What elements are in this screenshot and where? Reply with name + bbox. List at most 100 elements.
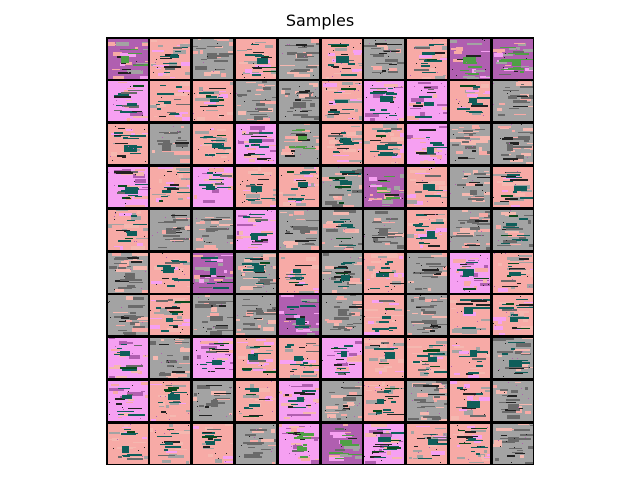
texture-patch — [301, 383, 313, 387]
streak — [177, 46, 189, 48]
texture-patch — [442, 52, 448, 57]
streak — [430, 330, 436, 333]
texture-patch — [347, 193, 351, 196]
streak — [173, 400, 181, 402]
texture-patch — [197, 117, 206, 122]
speckle — [476, 321, 478, 323]
streak — [516, 234, 530, 236]
texture-patch — [110, 349, 120, 352]
streak — [205, 154, 216, 157]
streak — [245, 393, 256, 395]
speckle — [425, 363, 427, 365]
texture-patch — [451, 144, 459, 147]
streak — [329, 109, 337, 112]
texture-patch — [413, 457, 421, 459]
streak — [417, 401, 435, 403]
texture-patch — [194, 392, 198, 396]
texture-patch — [411, 430, 415, 434]
streak — [519, 70, 524, 73]
streak — [295, 129, 305, 132]
streak — [216, 153, 230, 155]
speckle — [455, 74, 457, 76]
texture-patch — [141, 289, 148, 293]
streak — [430, 305, 438, 307]
streak — [430, 59, 443, 62]
streak — [201, 256, 219, 259]
texture-patch — [415, 172, 431, 174]
speckle — [331, 75, 333, 77]
texture-patch — [407, 310, 411, 312]
speckle — [219, 94, 221, 96]
speckle — [173, 366, 175, 368]
texture-patch — [125, 401, 133, 403]
streak — [259, 66, 276, 68]
texture-patch — [480, 454, 484, 459]
streak — [416, 237, 432, 239]
speckle — [235, 93, 237, 95]
texture-patch — [466, 395, 473, 400]
texture-patch — [471, 125, 479, 130]
speckle — [269, 304, 271, 306]
texture-patch — [343, 247, 353, 250]
speckle — [449, 240, 451, 242]
speckle — [161, 353, 163, 355]
texture-patch — [492, 317, 506, 322]
texture-patch — [154, 312, 169, 315]
texture-patch — [114, 288, 124, 292]
texture-patch — [193, 254, 204, 257]
streak — [302, 443, 307, 446]
texture-patch — [496, 180, 506, 183]
speckle — [364, 258, 366, 260]
streak — [169, 325, 179, 327]
texture-patch — [124, 446, 136, 448]
streak — [244, 433, 256, 436]
streak — [301, 170, 316, 173]
sample-image — [278, 252, 319, 293]
speckle — [508, 211, 510, 213]
streak — [286, 170, 294, 173]
texture-patch — [138, 321, 148, 323]
central-blob — [385, 352, 396, 360]
central-blob — [506, 144, 513, 152]
streak — [217, 330, 234, 332]
speckle — [350, 329, 352, 331]
streak — [505, 303, 514, 306]
speckle — [365, 196, 367, 198]
speckle — [209, 241, 211, 243]
streak — [341, 173, 347, 175]
texture-patch — [450, 308, 456, 310]
speckle — [443, 353, 445, 355]
streak — [416, 228, 425, 231]
texture-patch — [463, 383, 470, 388]
texture-patch — [440, 57, 448, 60]
central-blob — [427, 230, 436, 237]
streak — [472, 88, 478, 91]
speckle — [526, 157, 528, 159]
speckle — [353, 415, 355, 417]
texture-patch — [376, 271, 382, 273]
streak — [129, 153, 141, 155]
texture-patch — [377, 189, 391, 193]
texture-patch — [364, 44, 379, 47]
texture-patch — [352, 49, 362, 53]
speckle — [449, 267, 451, 269]
texture-patch — [417, 392, 429, 397]
texture-patch — [486, 151, 490, 155]
streak — [120, 432, 136, 435]
texture-patch — [369, 429, 384, 433]
texture-patch — [150, 427, 154, 432]
streak — [510, 348, 515, 351]
streak — [459, 263, 467, 265]
speckle — [294, 146, 296, 148]
streak — [176, 86, 183, 89]
speckle — [197, 405, 199, 407]
speckle — [112, 447, 114, 449]
streak — [289, 273, 306, 275]
speckle — [144, 355, 146, 357]
sample-tile — [449, 252, 490, 293]
speckle — [357, 381, 359, 383]
speckle — [218, 457, 220, 459]
speckle — [161, 362, 163, 364]
streak — [299, 316, 305, 319]
speckle — [114, 212, 116, 214]
